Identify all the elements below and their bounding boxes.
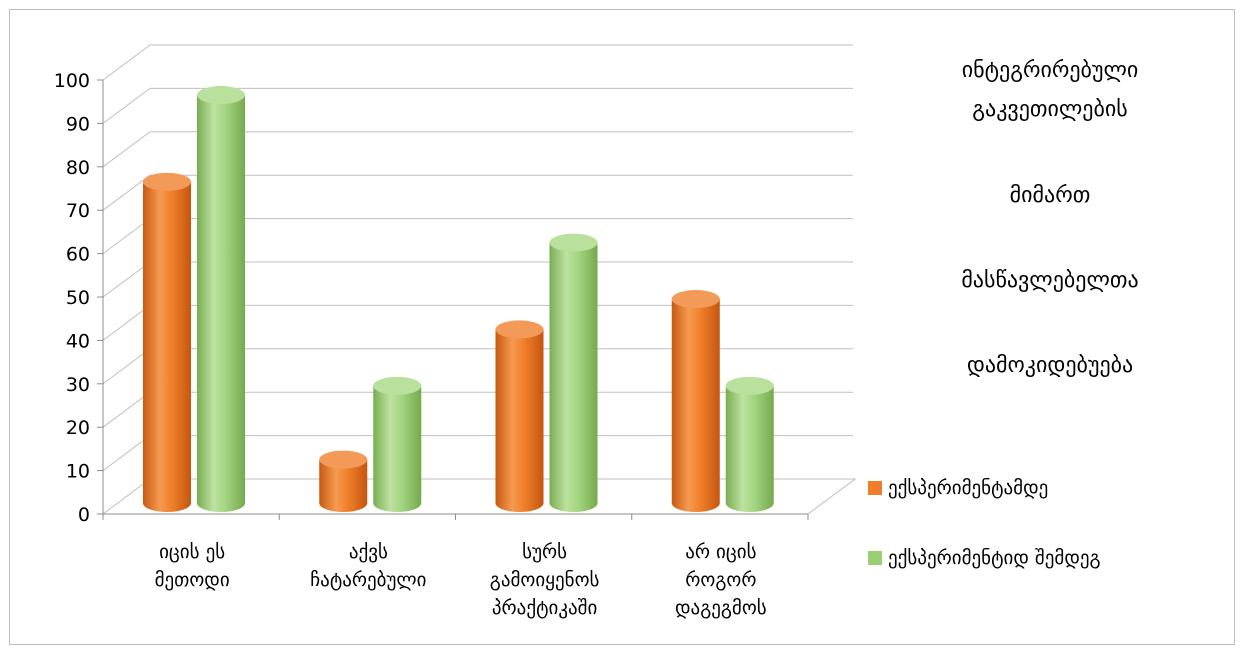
bar-before-4 xyxy=(671,290,720,512)
chart-title-line-2: გაკვეთილების xyxy=(972,97,1128,122)
x-tick-label-line: გამოიყენოს xyxy=(489,569,600,591)
x-tick-label-line: პრაქტიკაში xyxy=(491,597,598,619)
bar-before-1 xyxy=(143,172,191,512)
bar-after-3 xyxy=(549,233,598,512)
bar-body xyxy=(197,95,245,512)
gridline-side xyxy=(102,348,151,385)
gridline-side xyxy=(102,44,151,81)
bar-after-1 xyxy=(197,86,245,512)
bar-top xyxy=(725,376,774,395)
x-tick-label-3: სურს გამოიყენოს პრაქტიკაში xyxy=(455,538,635,622)
gridline-side xyxy=(102,87,151,124)
x-tick-label-line: არ იცის xyxy=(685,541,757,563)
bar-body xyxy=(319,459,368,512)
bar-before-2 xyxy=(319,450,368,512)
bar-top xyxy=(319,450,368,469)
bar-body xyxy=(549,242,598,512)
bar-body xyxy=(495,329,544,512)
bar-top xyxy=(373,376,422,395)
legend-item-before: ექსპერიმენტამდე xyxy=(868,477,1048,499)
x-tick-label-line: იცის ეს xyxy=(159,541,226,563)
legend-label-before: ექსპერიმენტამდე xyxy=(888,477,1049,499)
bar-body xyxy=(725,385,774,512)
y-tick-label: 80 xyxy=(66,157,90,179)
bar-body xyxy=(143,181,191,512)
legend-swatch-before xyxy=(868,481,882,495)
x-tick-label-4: არ იცის როგორ დაგეგმოს xyxy=(631,538,811,622)
bar-body xyxy=(373,385,422,512)
gridline-side xyxy=(102,435,151,472)
gridline-side xyxy=(102,218,151,255)
gridline-side xyxy=(102,304,151,341)
y-tick-label: 50 xyxy=(66,287,90,309)
bar-body xyxy=(671,299,720,512)
x-tick-label-line: აქვს xyxy=(348,541,388,563)
x-tick-label-2: აქვს ჩატარებული xyxy=(278,538,458,594)
bar-after-4 xyxy=(725,376,774,512)
gridline-side xyxy=(102,174,151,211)
y-tick-label: 70 xyxy=(66,200,90,222)
bar-top xyxy=(495,320,544,339)
y-tick-label: 40 xyxy=(66,330,90,352)
y-tick-label: 90 xyxy=(66,113,90,135)
gridline-side xyxy=(102,131,151,168)
chart-title-line-3: მიმართ xyxy=(1009,183,1091,208)
y-tick-label: 100 xyxy=(54,70,90,92)
legend-swatch-after xyxy=(868,551,882,565)
bar-before-3 xyxy=(495,320,544,512)
x-tick-label-line: მეთოდი xyxy=(154,569,230,591)
y-tick-label: 30 xyxy=(66,374,90,396)
x-tick-label-1: იცის ეს მეთოდი xyxy=(102,538,282,594)
bar-top xyxy=(671,290,720,309)
y-tick-label: 60 xyxy=(66,244,90,266)
legend-label-after: ექსპერიმენტიდ შემდეგ xyxy=(888,547,1101,569)
bar-after-2 xyxy=(373,376,422,512)
gridline-side xyxy=(102,261,151,298)
y-tick-label: 20 xyxy=(66,417,90,439)
y-tick-label: 10 xyxy=(66,461,90,483)
legend-item-after: ექსპერიმენტიდ შემდეგ xyxy=(868,547,1101,569)
x-tick-label-line: ჩატარებული xyxy=(310,569,427,591)
x-tick-label-line: დაგეგმოს xyxy=(675,597,767,619)
chart-title-line-4: მასწავლებელთა xyxy=(961,268,1139,293)
x-tick-label-line: როგორ xyxy=(685,569,757,591)
chart-title-line-5: დამოკიდებუება xyxy=(966,353,1134,378)
gridline-side xyxy=(102,391,151,428)
y-tick-label: 0 xyxy=(78,504,90,526)
bar-top xyxy=(197,86,245,105)
chart-title-line-1: ინტეგრირებული xyxy=(961,58,1139,83)
x-tick-label-line: სურს xyxy=(522,541,568,563)
bar-top xyxy=(143,172,191,191)
bar-top xyxy=(549,233,598,252)
